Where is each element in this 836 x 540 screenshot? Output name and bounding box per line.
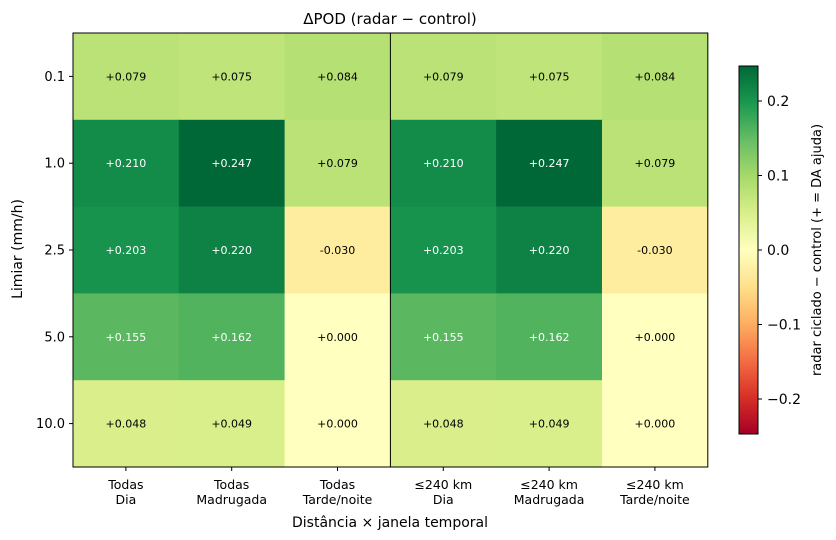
cell-value-label: +0.203	[423, 244, 464, 257]
y-tick-label: 0.1	[44, 70, 65, 85]
heatmap-cell	[73, 119, 180, 208]
x-tick-label: Todas Madrugada	[196, 477, 267, 507]
cell-value-label: +0.220	[529, 244, 570, 257]
colorbar-tick-label: 0.2	[767, 94, 789, 110]
cell-value-label: +0.084	[635, 70, 676, 83]
heatmap-cell	[284, 119, 391, 208]
cell-value-label: +0.000	[635, 418, 676, 431]
heatmap-cell	[602, 293, 709, 381]
chart-title: ΔPOD (radar − control)	[303, 10, 476, 28]
heatmap-cell	[390, 206, 497, 294]
x-tick-label: ≤240 km Dia	[414, 477, 472, 507]
cell-value-label: +0.155	[423, 331, 464, 344]
colorbar-tick-label: 0.1	[767, 169, 789, 185]
heatmap-cell	[602, 119, 709, 208]
cell-value-label: +0.048	[423, 418, 464, 431]
cell-value-label: +0.079	[106, 70, 147, 83]
colorbar-tick-label: −0.1	[767, 317, 801, 333]
heatmap-cell	[178, 380, 286, 468]
cell-labels: +0.079 +0.075 +0.084 +0.079 +0.075 +0.084 +0.2…	[106, 70, 676, 430]
cell-value-label: +0.220	[211, 244, 252, 257]
heatmap-cell	[73, 293, 180, 381]
cell-value-label: +0.210	[423, 157, 464, 170]
heatmap-cell	[496, 380, 603, 468]
y-tick-label: 1.0	[44, 157, 65, 172]
heatmap-cell	[602, 380, 709, 468]
cell-value-label: +0.000	[317, 418, 358, 431]
x-axis-label: Distância × janela temporal	[292, 515, 488, 531]
heatmap-cell	[178, 293, 286, 381]
y-tick-label: 10.0	[36, 417, 65, 432]
colorbar-tick-label: −0.2	[767, 392, 801, 408]
cell-value-label: +0.203	[106, 244, 147, 257]
heatmap-cell	[178, 119, 286, 208]
heatmap-cell	[73, 206, 180, 294]
y-axis-ticks: 0.1 1.0 2.5 5.0 10.0	[36, 70, 73, 432]
heatmap-cell	[602, 33, 709, 121]
heatmap-cell	[496, 119, 603, 208]
x-tick-label: Todas Dia	[107, 477, 143, 507]
y-tick-label: 5.0	[44, 330, 65, 345]
heatmap-cell	[496, 33, 603, 121]
cell-value-label: +0.049	[529, 418, 570, 431]
heatmap-cell	[496, 206, 603, 294]
cell-value-label: -0.030	[637, 244, 672, 257]
cell-value-label: +0.079	[635, 157, 676, 170]
heatmap-cell	[390, 119, 497, 208]
cell-value-label: +0.075	[211, 70, 252, 83]
heatmap-cell	[496, 293, 603, 381]
heatmap-cells	[73, 33, 709, 468]
cell-value-label: +0.079	[317, 157, 358, 170]
cell-value-label: +0.048	[106, 418, 147, 431]
heatmap-cell	[73, 33, 180, 121]
heatmap-cell	[178, 206, 286, 294]
cell-value-label: +0.210	[106, 157, 147, 170]
colorbar-ticks: 0.2 0.1 0.0 −0.1 −0.2	[758, 94, 801, 408]
cell-value-label: +0.000	[317, 331, 358, 344]
cell-value-label: +0.084	[317, 70, 358, 83]
heatmap-cell	[178, 33, 286, 121]
cell-value-label: +0.079	[423, 70, 464, 83]
cell-value-label: +0.000	[635, 331, 676, 344]
colorbar-tick-label: 0.0	[767, 243, 789, 259]
x-tick-label: ≤240 km Madrugada	[514, 477, 585, 507]
heatmap-cell	[390, 293, 497, 381]
cell-value-label: +0.162	[529, 331, 570, 344]
y-tick-label: 2.5	[44, 244, 65, 259]
heatmap-cell	[284, 206, 391, 294]
heatmap-cell	[284, 380, 391, 468]
heatmap-cell	[390, 380, 497, 468]
heatmap-cell	[284, 33, 391, 121]
cell-value-label: -0.030	[320, 244, 355, 257]
cell-value-label: +0.162	[211, 331, 252, 344]
cell-value-label: +0.049	[211, 418, 252, 431]
cell-value-label: +0.075	[529, 70, 570, 83]
x-tick-label: Todas Tarde/noite	[302, 477, 373, 507]
x-axis-ticks: Todas Dia Todas Madrugada Todas Tarde/noite ≤2…	[107, 467, 690, 507]
heatmap-cell	[390, 33, 497, 121]
y-axis-label: Limiar (mm/h)	[10, 199, 26, 299]
cell-value-label: +0.247	[529, 157, 570, 170]
colorbar-label: radar ciclado − control (+ = DA ajuda)	[810, 124, 825, 376]
x-tick-label: ≤240 km Tarde/noite	[619, 477, 690, 507]
colorbar	[738, 65, 759, 435]
heatmap-cell	[73, 380, 180, 468]
heatmap-cell	[284, 293, 391, 381]
cell-value-label: +0.247	[211, 157, 252, 170]
cell-value-label: +0.155	[106, 331, 147, 344]
heatmap-cell	[602, 206, 709, 294]
